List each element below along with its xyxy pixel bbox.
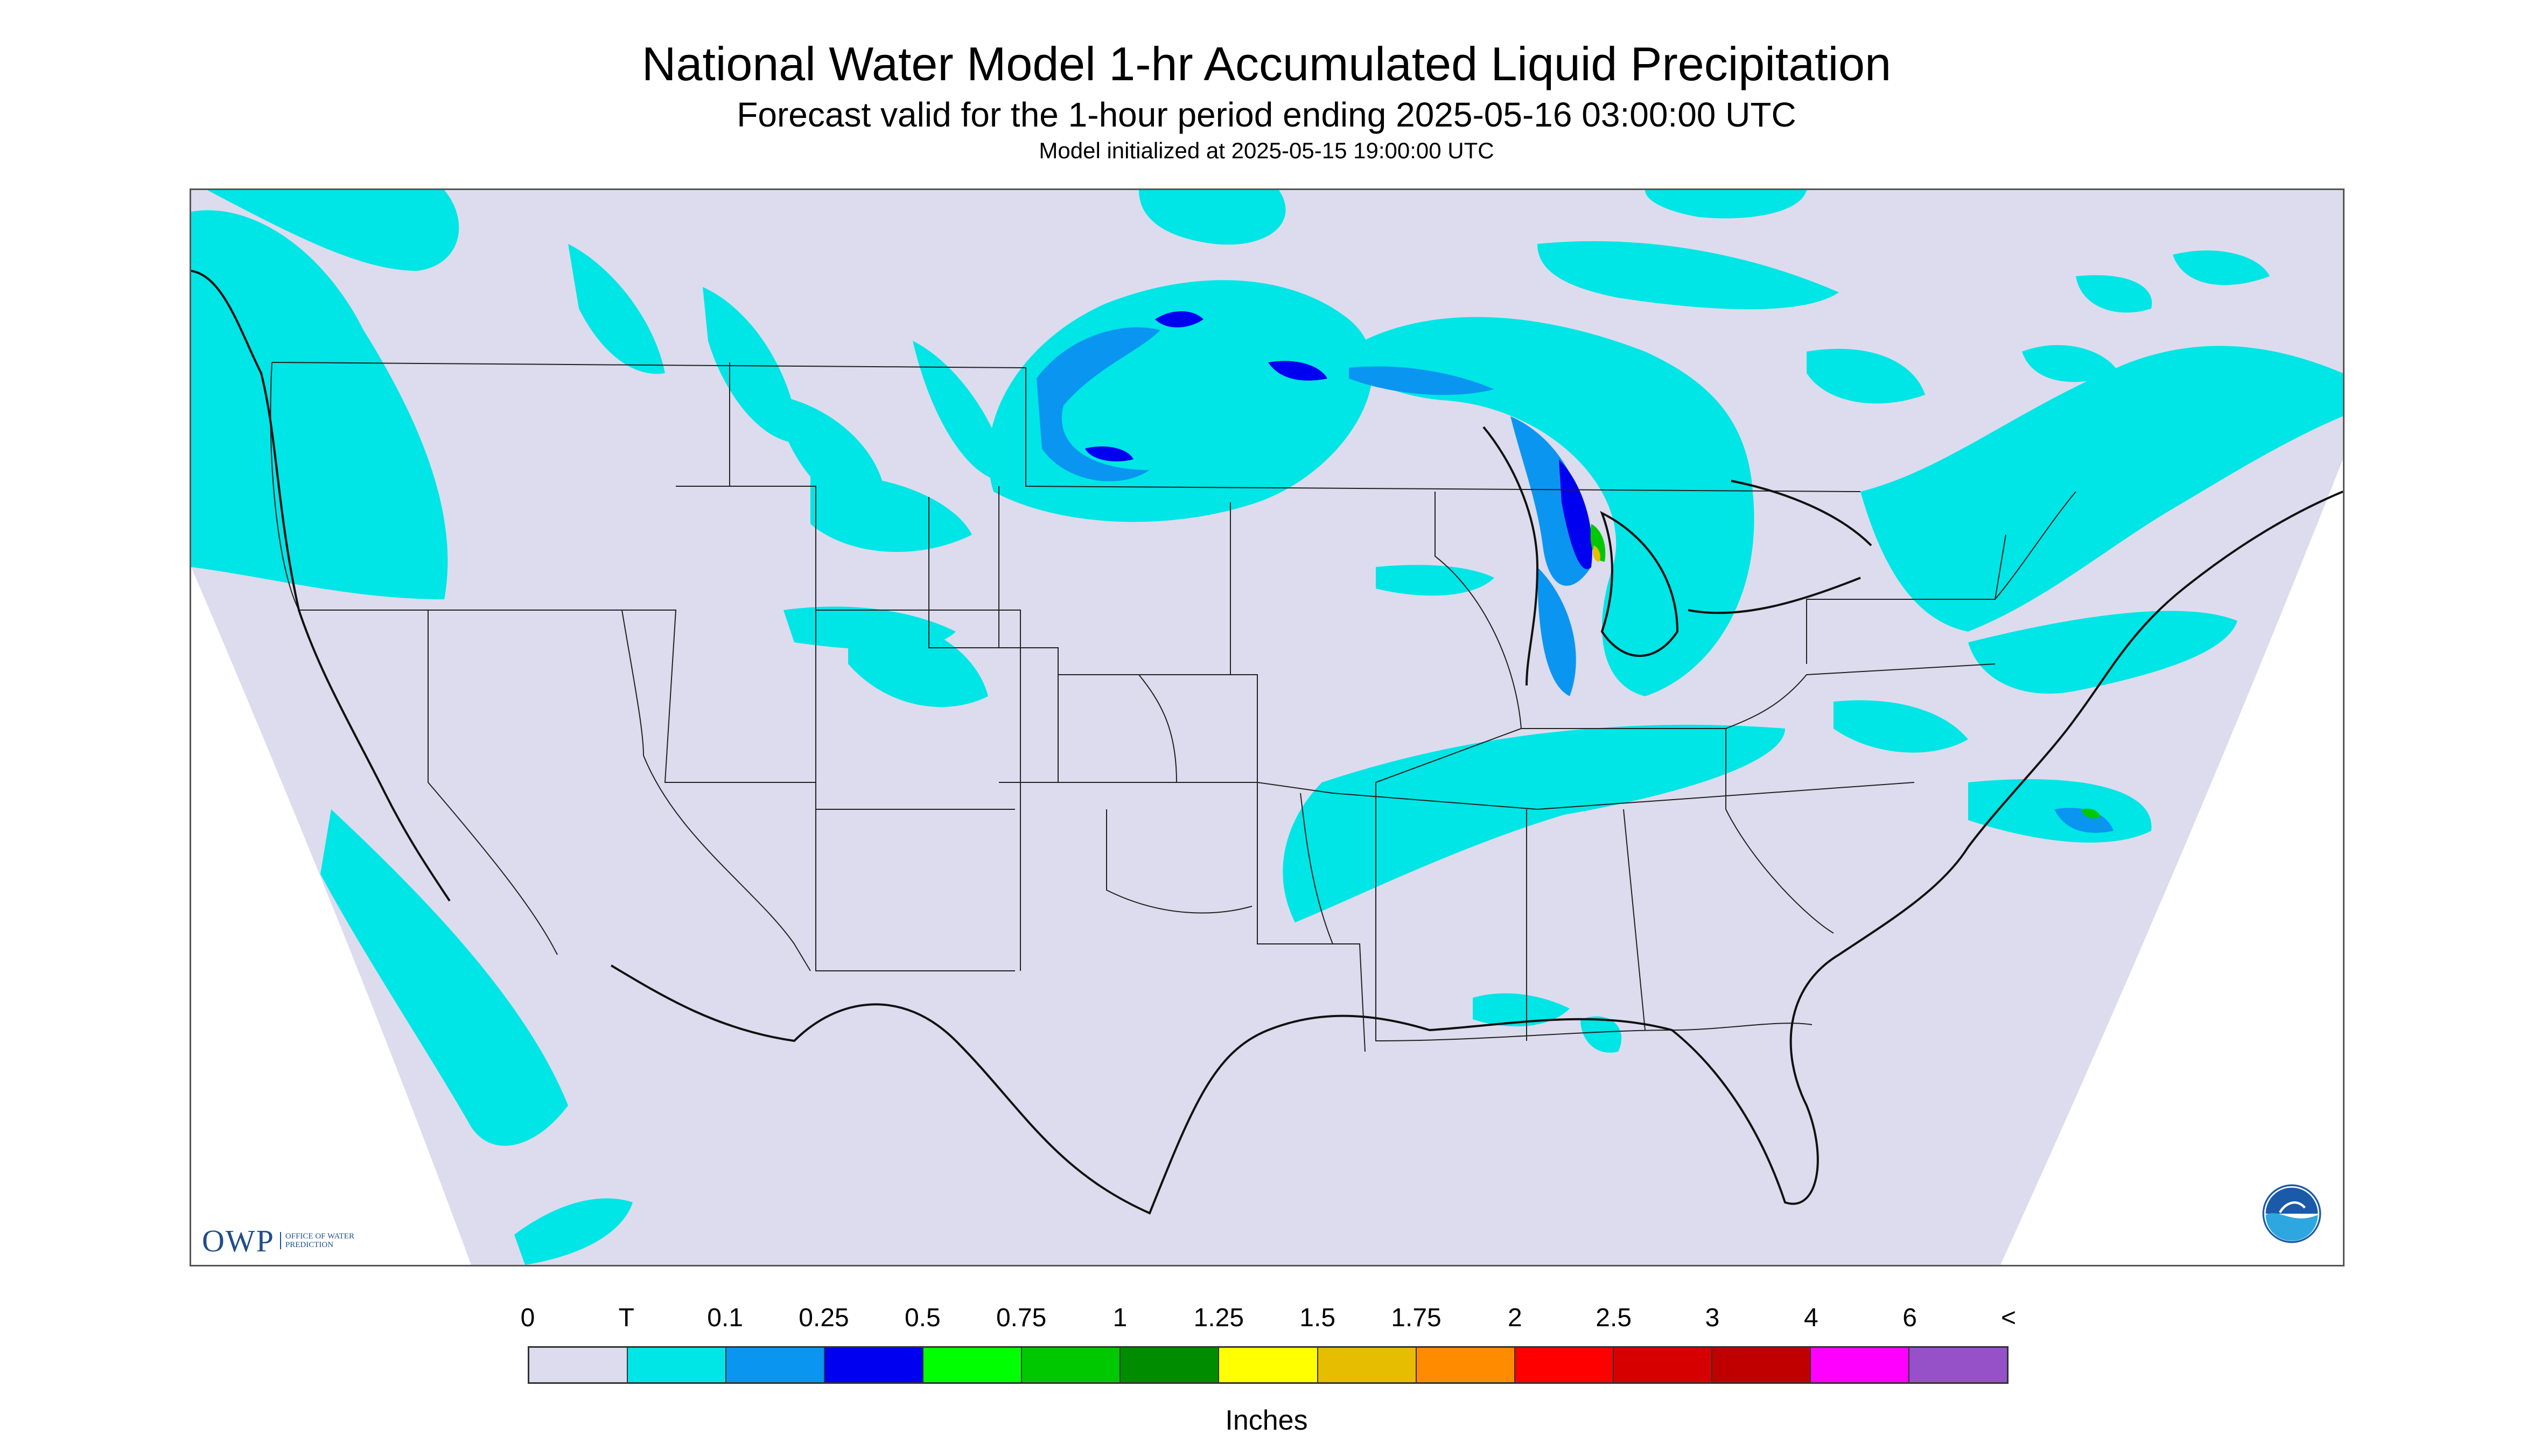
legend-label: 2 [1507, 1304, 1522, 1332]
legend-swatch [1318, 1348, 1417, 1382]
color-legend [528, 1346, 2009, 1384]
legend-label: 1.75 [1391, 1304, 1442, 1332]
legend-swatch [1810, 1348, 1909, 1382]
coastline-and-international-border [191, 270, 2343, 1215]
projection-outside-right [2000, 459, 2343, 1265]
light-precip-areas [191, 190, 2343, 1265]
legend-label: < [2000, 1304, 2017, 1332]
legend-label: 6 [1902, 1304, 1918, 1332]
peak-precip-marks [1590, 524, 2100, 818]
legend-swatch [529, 1348, 628, 1382]
owp-logo-subtext: Office of Water Prediction [279, 1232, 366, 1249]
legend-swatch [1416, 1348, 1515, 1382]
legend-label: 2.5 [1596, 1304, 1632, 1332]
legend-swatch [1712, 1348, 1811, 1382]
legend-label: 3 [1705, 1304, 1720, 1332]
mid-precip-areas [1037, 327, 2114, 833]
legend-label: 4 [1803, 1304, 1818, 1332]
legend-swatch [726, 1348, 825, 1382]
legend-swatch [1515, 1348, 1614, 1382]
legend-swatch [1121, 1348, 1220, 1382]
legend-label: T [618, 1304, 634, 1332]
legend-label: 0.25 [799, 1304, 849, 1332]
legend-label: 0.75 [996, 1304, 1047, 1332]
map-title: National Water Model 1-hr Accumulated Li… [641, 37, 1892, 90]
legend-label: 0.5 [904, 1304, 941, 1332]
projection-outside-left [191, 567, 471, 1265]
state-boundaries [270, 362, 2076, 1052]
legend-swatch [1022, 1348, 1121, 1382]
legend-label: 0.1 [707, 1304, 744, 1332]
legend-label: 0 [520, 1304, 535, 1332]
legend-swatch [923, 1348, 1023, 1382]
legend-swatch [1909, 1348, 2007, 1382]
legend-label: 1.25 [1193, 1304, 1244, 1332]
legend-swatch [1219, 1348, 1318, 1382]
heavy-precip-areas [1085, 311, 1592, 569]
legend-units: Inches [1225, 1405, 1308, 1436]
owp-logo-text: OWP [202, 1223, 275, 1258]
map-canvas [191, 190, 2343, 1265]
owp-logo: OWP Office of Water Prediction [202, 1222, 366, 1259]
legend-swatch [1613, 1348, 1712, 1382]
legend-swatch [825, 1348, 924, 1382]
legend-labels: 0 T 0.1 0.25 0.5 0.75 1 1.25 1.5 1.75 2 2.5 3 4 6 < [521, 1303, 2016, 1335]
noaa-logo-icon [2262, 1184, 2321, 1243]
legend-label: 1 [1112, 1304, 1128, 1332]
forecast-valid-subtitle: Forecast valid for the 1-hour period end… [737, 95, 1796, 134]
legend-label: 1.5 [1299, 1304, 1336, 1332]
precipitation-map[interactable]: OWP Office of Water Prediction [190, 188, 2345, 1266]
legend-swatch [628, 1348, 727, 1382]
model-init-line: Model initialized at 2025-05-15 19:00:00… [1039, 138, 1494, 163]
